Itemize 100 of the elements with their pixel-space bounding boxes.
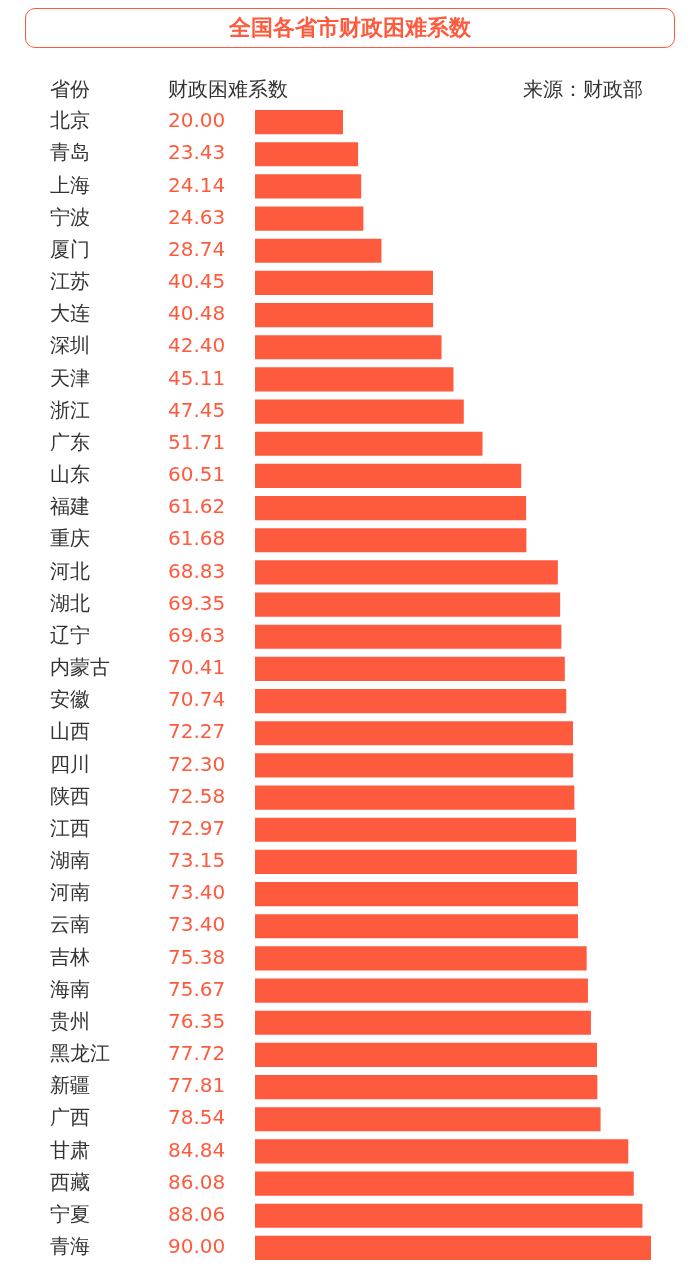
data-label: 90.00 [168,1234,226,1259]
data-label: 40.45 [168,269,226,294]
data-label: 60.51 [168,462,226,487]
y-tick-label: 河南 [50,880,90,905]
y-tick-label: 四川 [50,751,90,776]
bar [255,656,565,681]
y-tick-label: 天津 [50,365,90,390]
data-label: 51.71 [168,429,226,454]
data-label: 88.06 [168,1201,226,1226]
bar [255,270,433,295]
y-axis-title: 省份 [50,77,90,102]
y-tick-label: 北京 [50,108,90,133]
data-label: 78.54 [168,1105,226,1130]
y-tick-label: 甘肃 [50,1137,90,1162]
data-label: 75.38 [168,944,226,969]
bar [255,528,527,553]
y-tick-label: 西藏 [50,1169,90,1194]
bar [255,914,578,939]
y-tick-label: 山西 [50,719,90,744]
data-label: 76.35 [168,1008,226,1033]
x-axis-title: 财政困难系数 [168,77,288,102]
y-tick-label: 黑龙江 [50,1041,110,1066]
y-tick-label: 福建 [50,494,90,519]
data-label: 40.48 [168,301,226,326]
y-tick-label: 内蒙古 [50,655,110,680]
bar [255,303,434,328]
data-label: 70.74 [168,687,226,712]
bar [255,560,558,585]
y-tick-label: 安徽 [50,687,90,712]
data-label: 61.68 [168,526,226,551]
bar [255,496,527,521]
y-tick-label: 新疆 [50,1073,90,1098]
data-label: 20.00 [168,108,226,133]
data-label: 72.27 [168,719,226,744]
bar [255,367,454,392]
y-tick-label: 陕西 [50,783,90,808]
y-tick-label: 吉林 [50,944,90,969]
bar [255,882,578,907]
y-tick-label: 浙江 [50,397,90,422]
y-tick-label: 重庆 [50,526,90,551]
bar [255,1171,634,1196]
bar [255,431,483,456]
bar [255,592,561,617]
data-label: 47.45 [168,397,226,422]
y-tick-label: 河北 [50,558,90,583]
bar [255,335,442,360]
bar [255,206,364,231]
y-tick-label: 云南 [50,912,90,937]
bar [255,978,588,1003]
data-label: 72.58 [168,783,226,808]
y-tick-label: 宁波 [50,204,90,229]
y-tick-label: 海南 [50,976,90,1001]
data-label: 70.41 [168,655,226,680]
bar [255,1107,601,1132]
data-label: 77.72 [168,1041,226,1066]
data-label: 28.74 [168,236,226,261]
bar [255,399,464,424]
y-tick-label: 江西 [50,815,90,840]
y-tick-label: 广东 [50,429,90,454]
bar [255,1235,651,1260]
source-note: 来源：财政部 [523,77,643,102]
y-tick-label: 辽宁 [50,622,90,647]
bar [255,1010,591,1035]
y-tick-label: 山东 [50,462,90,487]
data-label: 73.40 [168,912,226,937]
data-label: 45.11 [168,365,226,390]
bar [255,946,587,971]
y-tick-label: 湖南 [50,848,90,873]
y-tick-label: 江苏 [50,269,90,294]
data-label: 24.63 [168,204,226,229]
bar [255,238,382,263]
bar [255,785,575,810]
bar [255,1203,643,1228]
data-label: 72.30 [168,751,226,776]
bar [255,142,359,167]
y-tick-label: 上海 [50,172,90,197]
data-label: 42.40 [168,333,226,358]
bar [255,817,577,842]
bar [255,624,562,649]
y-tick-label: 深圳 [50,333,90,358]
data-label: 73.40 [168,880,226,905]
bar [255,753,574,778]
data-label: 23.43 [168,140,226,165]
data-label: 72.97 [168,815,226,840]
data-label: 84.84 [168,1137,226,1162]
data-label: 86.08 [168,1169,226,1194]
bar [255,174,362,199]
data-label: 24.14 [168,172,226,197]
bar [255,110,343,135]
data-label: 75.67 [168,976,226,1001]
data-label: 68.83 [168,558,226,583]
bar [255,1042,597,1067]
bar [255,1075,598,1100]
data-label: 61.62 [168,494,226,519]
data-label: 73.15 [168,848,226,873]
y-tick-label: 青岛 [50,140,90,165]
data-label: 69.35 [168,590,226,615]
bar [255,721,573,746]
y-tick-label: 广西 [50,1105,90,1130]
bar [255,1139,629,1164]
